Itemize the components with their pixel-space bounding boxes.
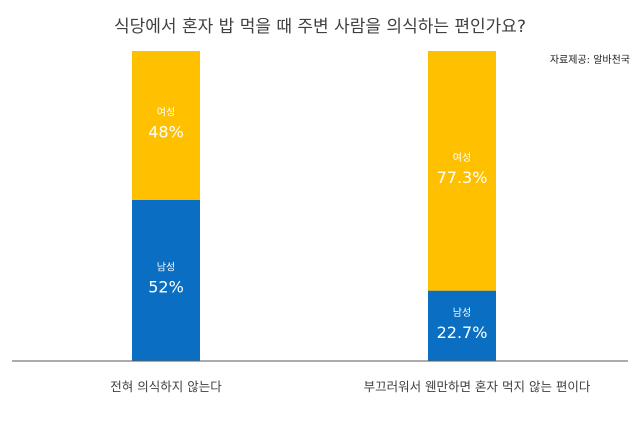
segment-series-label: 여성 [157,106,175,118]
segment-series-label: 남성 [453,307,471,319]
segment-series-label: 남성 [157,261,175,273]
category-label-1: 전혀 의식하지 않는다 [110,379,222,394]
segment-value-label: 77.3% [437,168,488,187]
bar-2-female [428,51,496,291]
source-note: 자료제공: 알바천국 [549,55,630,66]
chart-title: 식당에서 혼자 밥 먹을 때 주변 사람을 의식하는 편인가요? [114,17,526,37]
bar-1-male [132,199,200,361]
bar-1-female [132,51,200,200]
category-label-2: 부끄러워서 웬만하면 혼자 먹지 않는 편이다 [363,379,591,394]
segment-value-label: 48% [148,122,184,141]
segment-series-label: 여성 [453,152,471,164]
bar-2-male [428,290,496,361]
segment-value-label: 52% [148,277,184,296]
segment-value-label: 22.7% [437,323,488,342]
